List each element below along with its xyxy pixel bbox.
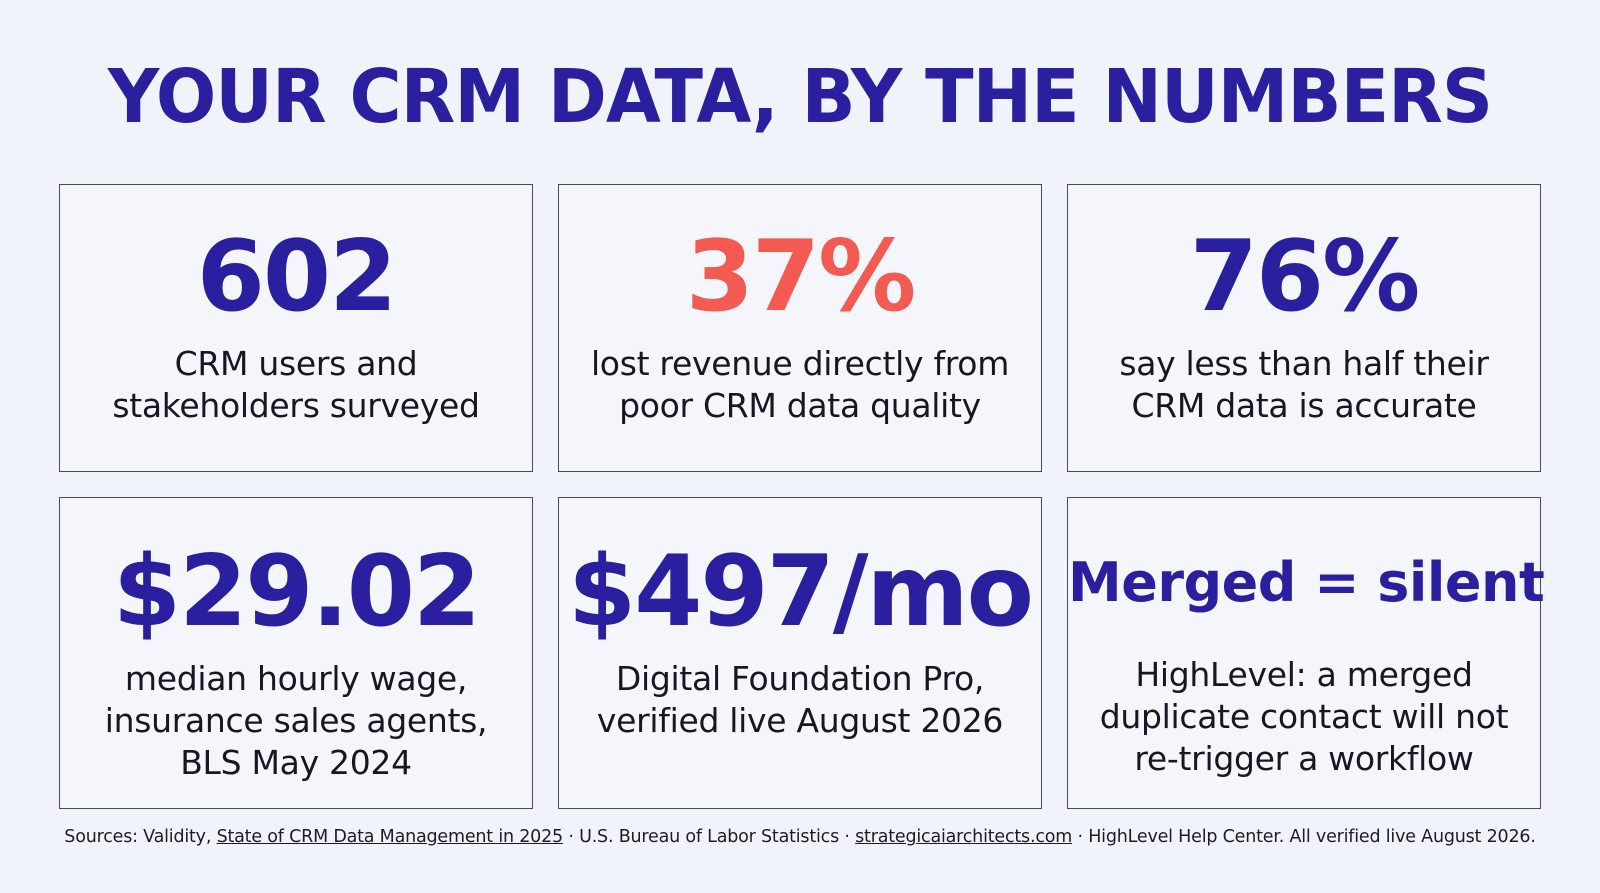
sources-suffix: · HighLevel Help Center. All verified li… — [1077, 827, 1536, 847]
stat-description: lost revenue directly from poor CRM data… — [590, 344, 1010, 425]
stat-description: say less than half their CRM data is acc… — [1119, 344, 1489, 425]
source-link-validity-report[interactable]: State of CRM Data Management in 2025 — [216, 827, 564, 847]
stat-card-surveyed: 602 CRM users and stakeholders surveyed — [59, 184, 533, 472]
sources-prefix: Sources: Validity, — [64, 827, 212, 847]
stat-card-accuracy: 76% say less than half their CRM data is… — [1067, 184, 1541, 472]
stat-description: CRM users and stakeholders surveyed — [112, 344, 480, 425]
stat-value: Merged = silent — [1068, 551, 1545, 614]
stat-value: $497/mo — [568, 535, 1034, 649]
sources-separator: · U.S. Bureau of Labor Statistics · — [568, 827, 850, 847]
sources-footer: Sources: Validity, State of CRM Data Man… — [0, 824, 1600, 850]
stat-description: median hourly wage, insurance sales agen… — [104, 659, 488, 782]
stat-description: HighLevel: a merged duplicate contact wi… — [1099, 655, 1509, 778]
stat-value: 37% — [685, 220, 917, 334]
stat-card-lost-revenue: 37% lost revenue directly from poor CRM … — [558, 184, 1042, 472]
stat-card-hourly-wage: $29.02 median hourly wage, insurance sal… — [59, 497, 533, 809]
stat-card-price: $497/mo Digital Foundation Pro, verified… — [558, 497, 1042, 809]
stat-card-merged-silent: Merged = silent HighLevel: a merged dupl… — [1067, 497, 1545, 809]
page-title: YOUR CRM DATA, BY THE NUMBERS — [107, 54, 1493, 140]
source-link-strategicaiarchitects[interactable]: strategicaiarchitects.com — [855, 827, 1073, 847]
stat-value: 76% — [1189, 220, 1421, 334]
stat-value: 602 — [196, 220, 398, 334]
stat-value: $29.02 — [112, 535, 481, 649]
stat-description: Digital Foundation Pro, verified live Au… — [596, 659, 1004, 740]
